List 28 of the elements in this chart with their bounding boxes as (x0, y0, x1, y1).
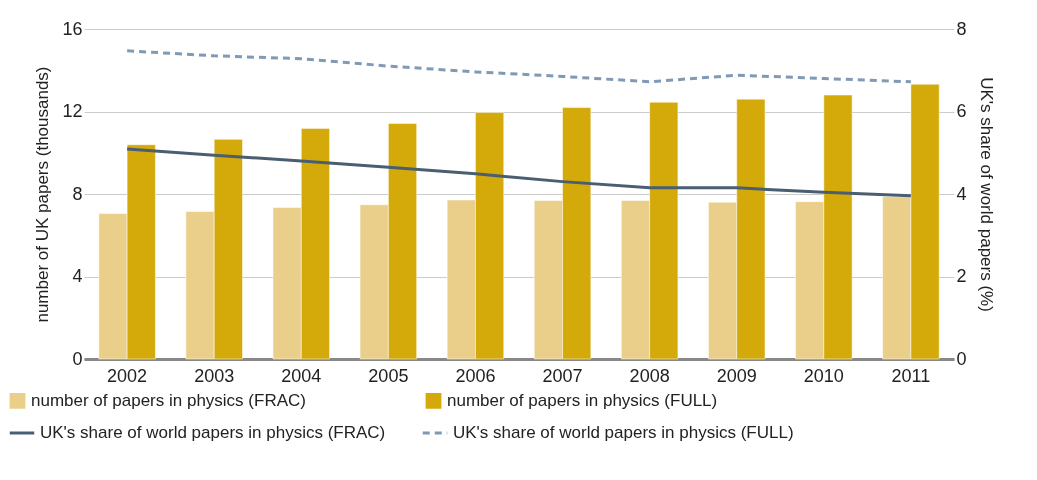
y2-tick-label: 2 (956, 266, 967, 286)
x-tick-label: 2004 (281, 365, 322, 386)
y2-tick-label: 8 (956, 18, 967, 39)
y-tick-label: 8 (72, 183, 83, 204)
x-tick-label: 2009 (716, 365, 757, 386)
x-tick-label: 2008 (629, 365, 670, 386)
x-tick-label: 2011 (891, 365, 931, 386)
y2-tick-label: 0 (956, 348, 967, 369)
y-tick-label: 0 (72, 348, 83, 369)
y-tick-label: 12 (62, 101, 83, 121)
x-tick-label: 2010 (803, 365, 844, 386)
y-tick-label: 16 (62, 18, 83, 39)
x-tick-label: 2002 (107, 365, 148, 386)
y2-axis-title: UK's share of world papers (%) (976, 77, 996, 312)
y2-tick-label: 4 (956, 183, 967, 204)
x-tick-label: 2005 (368, 365, 409, 386)
x-tick-label: 2006 (455, 365, 496, 386)
y2-tick-label: 6 (956, 101, 967, 121)
line-series (125, 49, 913, 84)
legend-label: UK's share of world papers in physics (FULL) (453, 423, 794, 442)
x-tick-label: 2003 (194, 365, 235, 386)
line-series (125, 147, 913, 198)
legend-label: UK's share of world papers in physics (FRAC) (40, 423, 386, 442)
legend-label: number of papers in physics (FULL) (447, 390, 718, 410)
y-axis-title: number of UK papers (thousands) (33, 66, 53, 323)
legend-label: number of papers in physics (FRAC) (31, 390, 306, 410)
x-tick-label: 2007 (542, 365, 583, 386)
y-tick-label: 4 (72, 266, 83, 286)
